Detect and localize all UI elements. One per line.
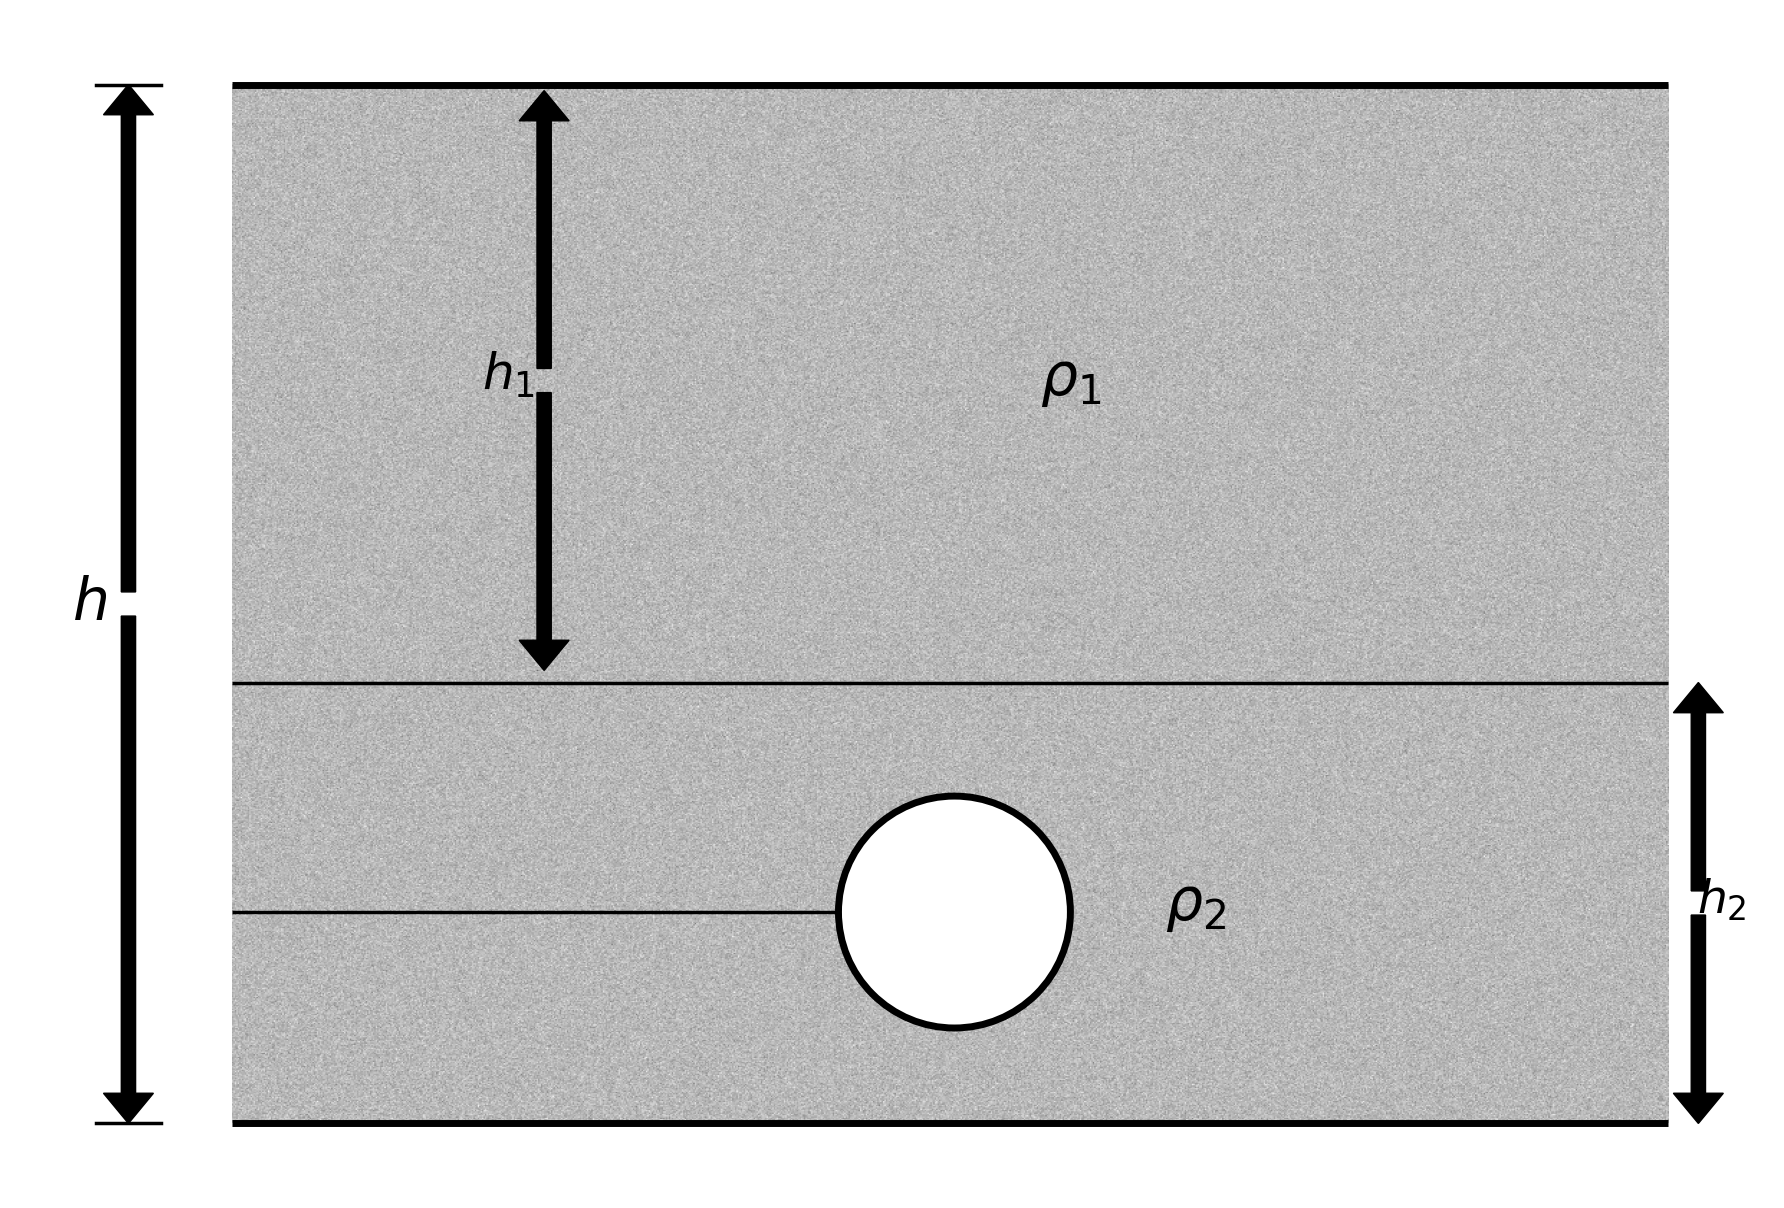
FancyArrow shape [519, 91, 569, 368]
Text: $h$: $h$ [71, 575, 107, 633]
Text: $h_1$: $h_1$ [482, 349, 535, 400]
FancyArrow shape [103, 616, 153, 1123]
FancyArrow shape [103, 85, 153, 592]
FancyArrow shape [1673, 683, 1723, 890]
Text: $\rho_2$: $\rho_2$ [1165, 877, 1226, 935]
FancyArrow shape [1673, 916, 1723, 1123]
Ellipse shape [838, 796, 1070, 1028]
FancyArrow shape [519, 393, 569, 670]
Text: $h_2$: $h_2$ [1697, 877, 1747, 923]
Text: $\rho_1$: $\rho_1$ [1040, 352, 1101, 410]
